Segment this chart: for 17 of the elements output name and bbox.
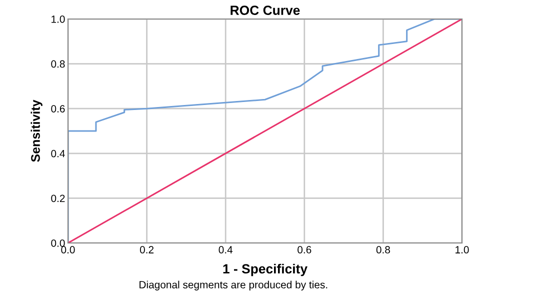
y-tick-label: 0.8 [51, 60, 65, 68]
chart-title: ROC Curve [230, 6, 300, 15]
x-tick-label: 0.0 [61, 246, 75, 254]
x-tick-label: 0.6 [298, 246, 312, 254]
y-tick-label: 0.4 [51, 150, 65, 158]
y-tick-label: 1.0 [52, 16, 65, 23]
x-axis-title: 1 - Specificity [223, 264, 308, 276]
x-tick-label: 0.4 [218, 246, 233, 254]
y-tick-label: 0.0 [51, 240, 65, 247]
y-tick-label: 0.6 [51, 105, 65, 112]
text: Diagonal segments are produced by ties. [140, 280, 328, 290]
y-axis-title: Sensitivity [30, 100, 42, 162]
y-tick-label: 0.2 [51, 194, 65, 202]
x-tick-label: 0.2 [140, 246, 154, 254]
x-tick-label: 1.0 [456, 246, 469, 254]
x-tick-label: 0.8 [376, 246, 390, 254]
line-series [68, 19, 462, 243]
